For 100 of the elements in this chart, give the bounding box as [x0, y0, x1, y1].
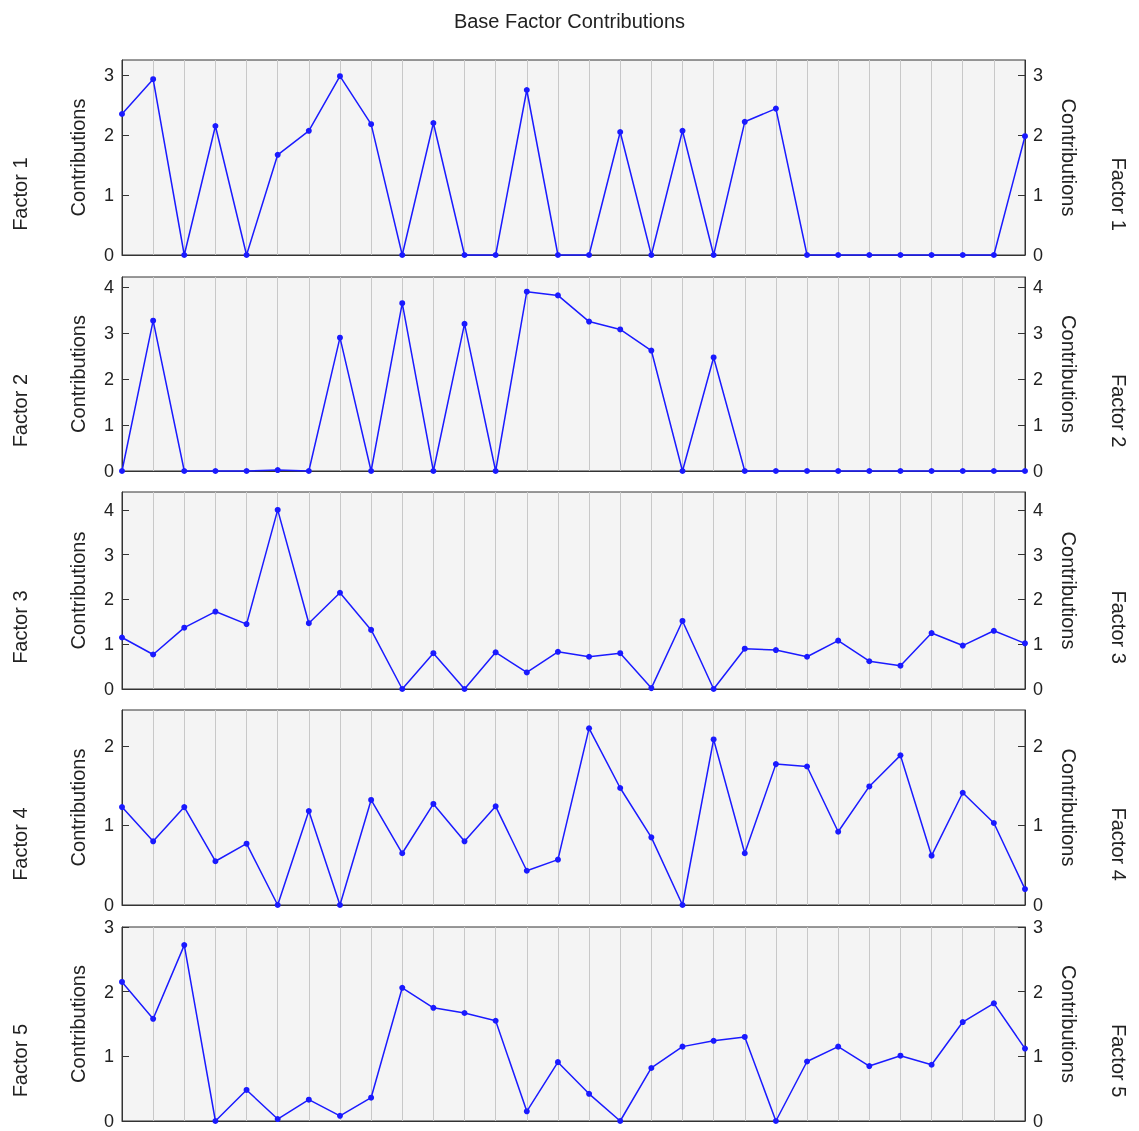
- y2-tick-label: 0: [1033, 1111, 1044, 1131]
- point: [928, 630, 935, 637]
- point: [150, 651, 157, 658]
- point: [990, 468, 997, 474]
- y2-axis-title: Contributions: [1058, 98, 1080, 217]
- text: Factor 4: [9, 807, 31, 881]
- y-tick-label: 0: [103, 245, 114, 265]
- point: [430, 468, 437, 474]
- point: [336, 1112, 343, 1119]
- y-tick-label: 2: [103, 981, 114, 1002]
- point: [835, 637, 842, 644]
- point: [928, 852, 935, 859]
- y-axis-title: Contributions: [67, 965, 89, 1083]
- y-axis-title: Contributions: [67, 315, 89, 433]
- y2-tick-label: 4: [1033, 277, 1044, 298]
- point: [804, 1058, 811, 1065]
- y-tick-label: 3: [103, 544, 114, 565]
- point: [741, 850, 748, 857]
- point: [492, 252, 499, 258]
- point: [150, 317, 157, 324]
- point: [243, 468, 250, 474]
- point: [119, 804, 125, 811]
- point: [959, 789, 966, 796]
- y2-tick-label: 0: [1033, 245, 1044, 265]
- point: [617, 650, 624, 657]
- point: [399, 252, 406, 258]
- point: [679, 902, 686, 908]
- point: [648, 1064, 655, 1071]
- point: [866, 658, 873, 665]
- y2-tick-label: 2: [1033, 735, 1044, 756]
- point: [554, 292, 561, 299]
- y-tick-label: 1: [103, 634, 114, 655]
- text: Factor 5: [9, 1024, 31, 1098]
- text: Factor 2: [1108, 374, 1130, 448]
- point: [648, 685, 655, 692]
- point: [461, 320, 468, 327]
- point: [554, 648, 561, 655]
- point: [554, 856, 561, 863]
- point: [835, 1043, 842, 1050]
- point: [368, 626, 375, 633]
- point: [897, 252, 904, 258]
- point: [648, 252, 655, 258]
- point: [336, 902, 343, 908]
- point: [399, 984, 406, 991]
- point: [461, 686, 468, 692]
- point: [554, 252, 561, 258]
- point: [181, 804, 188, 811]
- point: [648, 347, 655, 354]
- y2-tick-label: 2: [1033, 589, 1044, 610]
- point: [492, 468, 499, 474]
- point: [959, 1019, 966, 1026]
- point: [492, 649, 499, 656]
- point: [368, 468, 375, 474]
- y2-tick-label: 0: [1033, 679, 1044, 699]
- y2-tick-label: 1: [1033, 634, 1044, 655]
- point: [461, 1010, 468, 1017]
- text: Factor 1: [1108, 157, 1130, 231]
- point: [897, 1052, 904, 1059]
- y2-tick-label: 2: [1033, 981, 1044, 1002]
- y-tick-label: 4: [103, 499, 114, 520]
- point: [243, 1086, 250, 1093]
- point: [959, 468, 966, 474]
- point: [399, 300, 406, 307]
- y2-tick-label: 2: [1033, 125, 1044, 145]
- point: [710, 736, 717, 743]
- y-tick-label: 2: [103, 589, 114, 610]
- point: [617, 326, 624, 333]
- point: [804, 763, 811, 770]
- y2-tick-label: 0: [1033, 461, 1044, 481]
- y2-axis-title: Contributions: [1058, 531, 1080, 650]
- point: [212, 858, 219, 865]
- point: [959, 252, 966, 258]
- point: [866, 468, 873, 474]
- text: Factor 3: [1108, 590, 1130, 664]
- y2-tick-label: 1: [1033, 415, 1044, 436]
- point: [305, 127, 312, 134]
- y-tick-label: 3: [103, 323, 114, 344]
- y2-tick-label: 3: [1033, 917, 1044, 937]
- point: [617, 1118, 624, 1124]
- point: [679, 468, 686, 474]
- point: [835, 252, 842, 258]
- point: [523, 867, 530, 874]
- point: [741, 1033, 748, 1040]
- point: [741, 645, 748, 652]
- point: [399, 686, 406, 692]
- point: [305, 1096, 312, 1103]
- point: [741, 468, 748, 474]
- y2-tick-label: 3: [1033, 65, 1044, 85]
- point: [835, 468, 842, 474]
- point: [679, 1043, 686, 1050]
- point: [710, 686, 717, 692]
- y-tick-label: 2: [103, 735, 114, 756]
- point: [897, 752, 904, 759]
- y2-tick-label: 2: [1033, 369, 1044, 390]
- y2-axis-title: Contributions: [1058, 965, 1080, 1083]
- point: [897, 662, 904, 669]
- point: [336, 589, 343, 596]
- point: [617, 785, 624, 791]
- point: [866, 1063, 873, 1070]
- point: [928, 252, 935, 258]
